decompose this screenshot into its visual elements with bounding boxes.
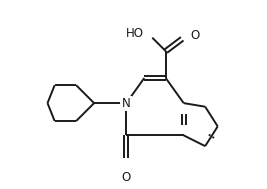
Text: O: O (191, 29, 200, 42)
Text: N: N (122, 97, 131, 110)
Text: O: O (122, 171, 131, 184)
Text: HO: HO (126, 27, 144, 40)
